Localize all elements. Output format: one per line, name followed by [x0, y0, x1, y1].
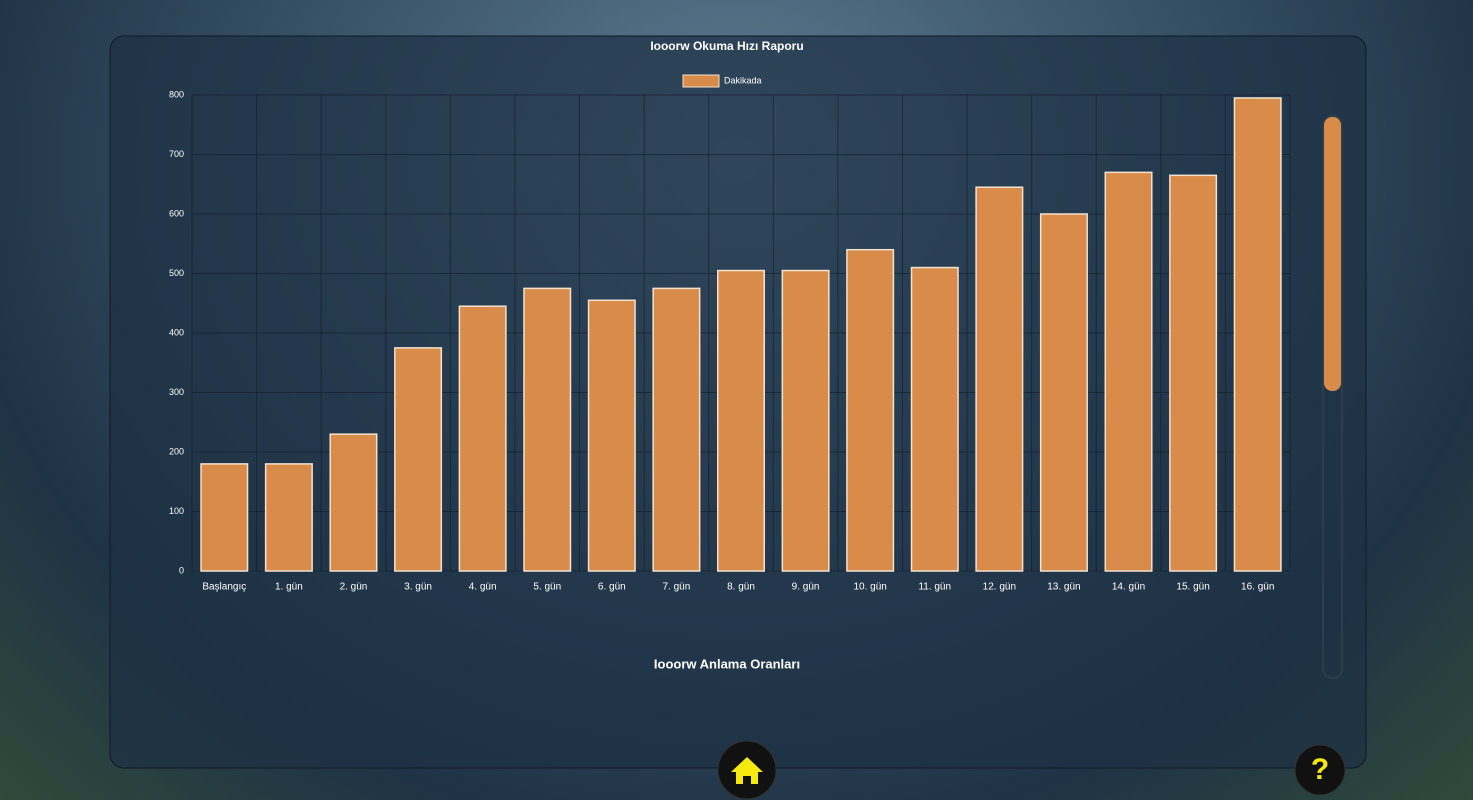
x-tick-label: 14. gün [1112, 582, 1145, 593]
x-tick-label: Başlangıç [202, 582, 246, 593]
x-tick-label: 12. gün [983, 582, 1016, 593]
x-tick-label: 13. gün [1047, 582, 1080, 593]
x-tick-label: 2. gün [340, 582, 368, 593]
bar [1233, 97, 1282, 572]
legend-label: Dakikada [724, 75, 762, 85]
bar [846, 248, 895, 572]
help-button-label[interactable]: ? [1311, 753, 1329, 786]
scrollbar-thumb[interactable] [1324, 117, 1341, 391]
x-tick-label: 15. gün [1176, 582, 1209, 593]
x-tick-label: 1. gün [275, 582, 303, 593]
bar [781, 269, 830, 572]
x-tick-label: 16. gün [1241, 582, 1274, 593]
x-tick-label: 3. gün [404, 582, 432, 593]
y-tick-label: 100 [169, 506, 184, 516]
bar [910, 266, 959, 572]
y-tick-label: 400 [169, 327, 184, 337]
chart-title: Iooorw Okuma Hızı Raporu [650, 39, 803, 53]
bar [523, 287, 572, 572]
x-tick-label: 5. gün [533, 582, 561, 593]
legend-swatch [682, 74, 720, 88]
bar [394, 347, 443, 572]
x-tick-label: 9. gün [792, 582, 820, 593]
y-tick-label: 0 [179, 565, 184, 575]
y-tick-label: 800 [169, 89, 184, 99]
x-tick-label: 10. gün [853, 582, 886, 593]
x-tick-label: 7. gün [663, 582, 691, 593]
home-icon[interactable] [731, 757, 763, 784]
bar [458, 305, 507, 572]
x-tick-label: 6. gün [598, 582, 626, 593]
x-tick-label: 4. gün [469, 582, 497, 593]
y-tick-label: 600 [169, 208, 184, 218]
help-button[interactable] [1294, 744, 1346, 796]
bar [1039, 213, 1088, 572]
y-tick-label: 200 [169, 446, 184, 456]
y-tick-label: 500 [169, 268, 184, 278]
bar [1169, 174, 1218, 572]
bar [264, 463, 313, 572]
y-tick-label: 700 [169, 149, 184, 159]
home-button[interactable] [717, 740, 777, 800]
y-tick-label: 300 [169, 387, 184, 397]
bar [587, 299, 636, 572]
bar [200, 463, 249, 572]
x-tick-label: 11. gün [918, 582, 951, 593]
bar [652, 287, 701, 572]
bar [716, 269, 766, 572]
bar [329, 433, 378, 572]
scrollbar-track[interactable] [1322, 115, 1343, 679]
x-tick-label: 8. gün [727, 582, 755, 593]
section-title: Iooorw Anlama Oranları [654, 656, 800, 671]
bar [975, 186, 1024, 572]
bar [1104, 171, 1153, 572]
